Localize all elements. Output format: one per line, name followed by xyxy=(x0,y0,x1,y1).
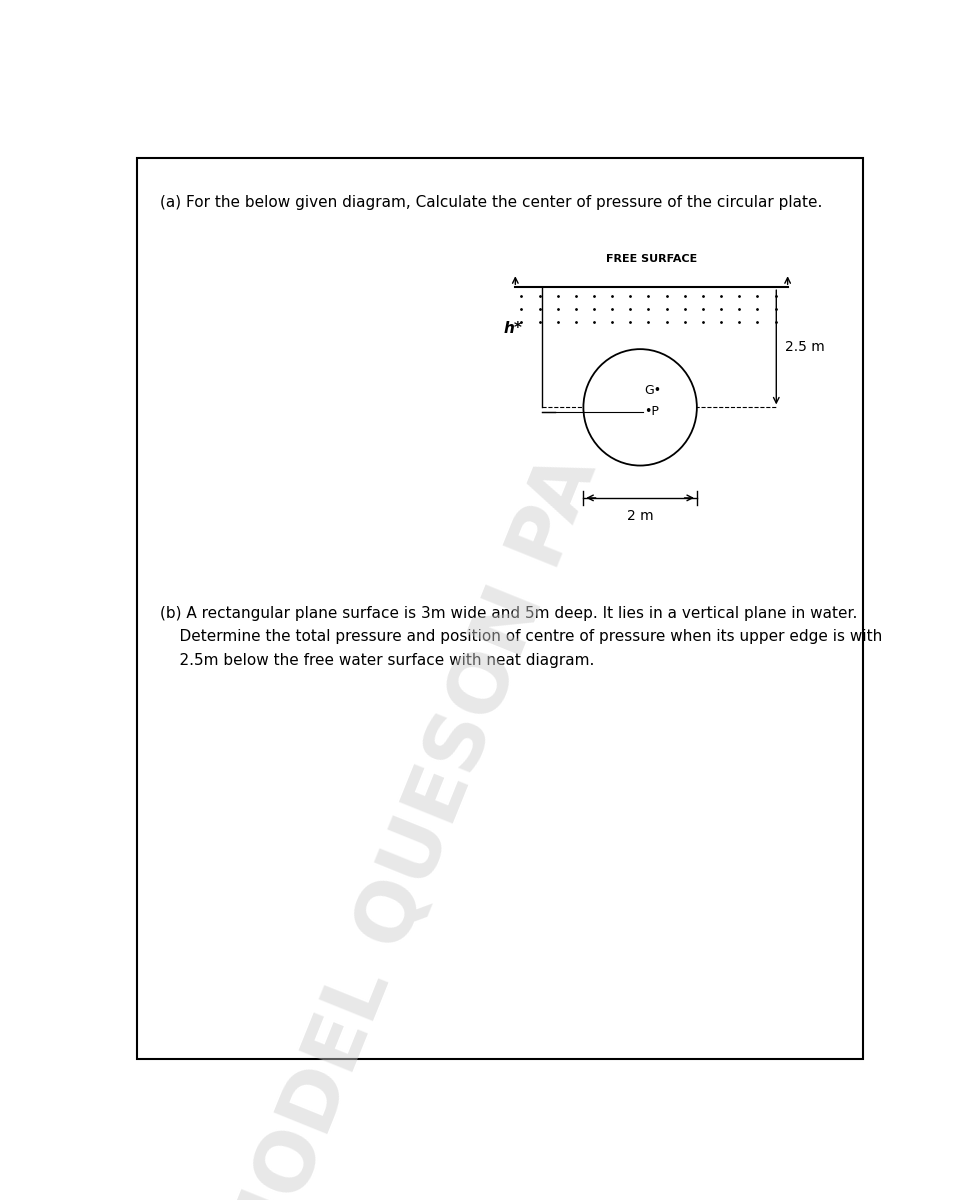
Text: 2 m: 2 m xyxy=(627,509,654,523)
Text: h*: h* xyxy=(504,322,523,336)
Text: (a) For the below given diagram, Calculate the center of pressure of the circula: (a) For the below given diagram, Calcula… xyxy=(160,194,822,210)
Text: •P: •P xyxy=(644,406,659,419)
Text: G•: G• xyxy=(644,384,661,397)
Ellipse shape xyxy=(584,349,697,466)
Text: MODEL QUESON PA: MODEL QUESON PA xyxy=(213,445,613,1200)
Text: 2.5 m: 2.5 m xyxy=(786,341,825,354)
Text: (b) A rectangular plane surface is 3m wide and 5m deep. It lies in a vertical pl: (b) A rectangular plane surface is 3m wi… xyxy=(160,606,882,667)
Text: FREE SURFACE: FREE SURFACE xyxy=(606,254,697,264)
